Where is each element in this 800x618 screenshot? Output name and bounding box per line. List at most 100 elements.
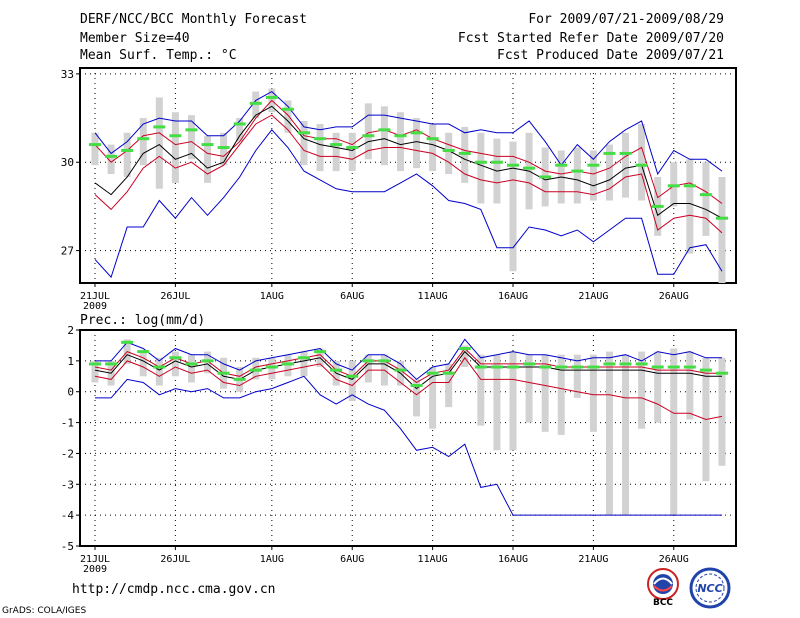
ensemble-box	[429, 123, 437, 172]
x-tick-label: 21AUG	[578, 291, 608, 302]
forecast-start-date: Fcst Started Refer Date 2009/07/20	[457, 31, 724, 46]
ensemble-box	[413, 379, 421, 417]
x-tick-label: 26JUL	[160, 554, 190, 565]
ensemble-box	[364, 354, 372, 383]
bcc-logo-text: BCC	[653, 598, 673, 607]
x-tick-year: 2009	[83, 301, 107, 312]
ensemble-box	[622, 354, 630, 516]
ensemble-box	[461, 345, 469, 368]
y-tick-label: -1	[61, 417, 74, 430]
source-url[interactable]: http://cmdp.ncc.cma.gov.cn	[72, 582, 276, 597]
bcc-logo-icon: BCC	[647, 568, 679, 607]
series-lower-line	[94, 356, 723, 421]
member-size: Member Size=40	[80, 31, 190, 46]
x-tick-label: 26AUG	[659, 554, 689, 565]
ensemble-box	[364, 103, 372, 160]
ensemble-box	[107, 144, 115, 175]
y-tick-label: 30	[61, 156, 74, 169]
ncc-logo-icon: NCC	[689, 567, 731, 609]
ensemble-box	[155, 357, 163, 386]
x-tick-label: 11AUG	[418, 554, 448, 565]
ensemble-box	[702, 162, 710, 236]
ensemble-box	[316, 123, 324, 172]
ensemble-box	[493, 354, 501, 451]
ensemble-box	[187, 354, 195, 383]
ensemble-box	[477, 354, 485, 426]
ensemble-box	[204, 135, 212, 183]
ensemble-box	[155, 97, 163, 189]
ensemble-box	[638, 123, 646, 201]
ensemble-box	[332, 132, 340, 172]
ensemble-box	[525, 354, 533, 423]
series-lower-line	[94, 114, 723, 234]
ensemble-box	[284, 100, 292, 133]
ensemble-box	[589, 150, 597, 201]
ensemble-box	[268, 357, 276, 380]
x-tick-label: 16AUG	[498, 291, 528, 302]
ensemble-box	[348, 360, 356, 401]
grads-credit: GrADS: COLA/IGES	[2, 606, 87, 616]
ensemble-box	[139, 351, 147, 377]
ensemble-box	[686, 159, 694, 254]
ensemble-box	[718, 357, 726, 466]
y-tick-label: -5	[61, 540, 74, 553]
x-tick-label: 6AUG	[340, 291, 364, 302]
series-min-line	[94, 129, 723, 279]
ensemble-box	[445, 132, 453, 175]
ensemble-box	[91, 132, 99, 166]
y-tick-label: 0	[67, 386, 74, 399]
ensemble-box	[670, 348, 678, 516]
y-tick-label: 33	[61, 68, 74, 81]
ensemble-box	[396, 112, 404, 172]
series-max-line	[95, 338, 722, 381]
x-tick-label: 21AUG	[578, 554, 608, 565]
ensemble-box	[429, 367, 437, 429]
y-tick-label: -3	[61, 478, 74, 491]
ensemble-box	[380, 106, 388, 166]
ensemble-box	[139, 118, 147, 166]
x-tick-label: 21JUL	[80, 291, 110, 302]
series-max-line	[94, 90, 723, 176]
y-tick-label: 1	[67, 355, 74, 368]
ensemble-box	[252, 357, 260, 380]
x-tick-label: 1AUG	[260, 554, 284, 565]
series-upper-line	[94, 347, 722, 384]
ensemble-box	[509, 141, 517, 272]
ensemble-box	[300, 351, 308, 377]
ensemble-box	[573, 354, 581, 398]
forecast-produced-date: Fcst Produced Date 2009/07/21	[497, 48, 724, 63]
x-tick-label: 11AUG	[418, 291, 448, 302]
ensemble-box	[91, 360, 99, 383]
variable-label: Mean Surf. Temp.: °C	[80, 48, 237, 63]
series-mean-line	[94, 350, 722, 390]
ensemble-box	[187, 115, 195, 160]
y-tick-label: 2	[67, 324, 74, 337]
ensemble-box	[589, 354, 597, 432]
y-tick-label: -4	[61, 509, 75, 522]
series-min-line	[95, 375, 722, 516]
x-tick-label: 26JUL	[160, 291, 190, 302]
x-tick-label: 26AUG	[659, 291, 689, 302]
ensemble-box	[477, 132, 485, 204]
ensemble-box	[541, 354, 549, 432]
ensemble-box	[300, 121, 308, 166]
ncc-logo-text: NCC	[697, 582, 722, 595]
ensemble-box	[573, 147, 581, 204]
x-tick-label: 1AUG	[260, 291, 284, 302]
ensemble-box	[204, 351, 212, 374]
ensemble-box	[348, 132, 356, 172]
ensemble-box	[171, 112, 179, 183]
ensemble-box	[638, 351, 646, 429]
plot-frame-temp	[79, 67, 737, 284]
ensemble-box	[654, 351, 662, 423]
chart-title: DERF/NCC/BCC Monthly Forecast	[80, 12, 307, 27]
y-tick-label: 27	[61, 245, 74, 258]
series-upper-line	[94, 99, 723, 204]
forecast-period: For 2009/07/21-2009/08/29	[528, 12, 724, 27]
series-mean-line	[94, 105, 723, 219]
ensemble-box	[605, 351, 613, 516]
ensemble-box	[718, 176, 726, 283]
x-tick-year: 2009	[83, 564, 107, 575]
x-tick-label: 21JUL	[80, 554, 110, 565]
